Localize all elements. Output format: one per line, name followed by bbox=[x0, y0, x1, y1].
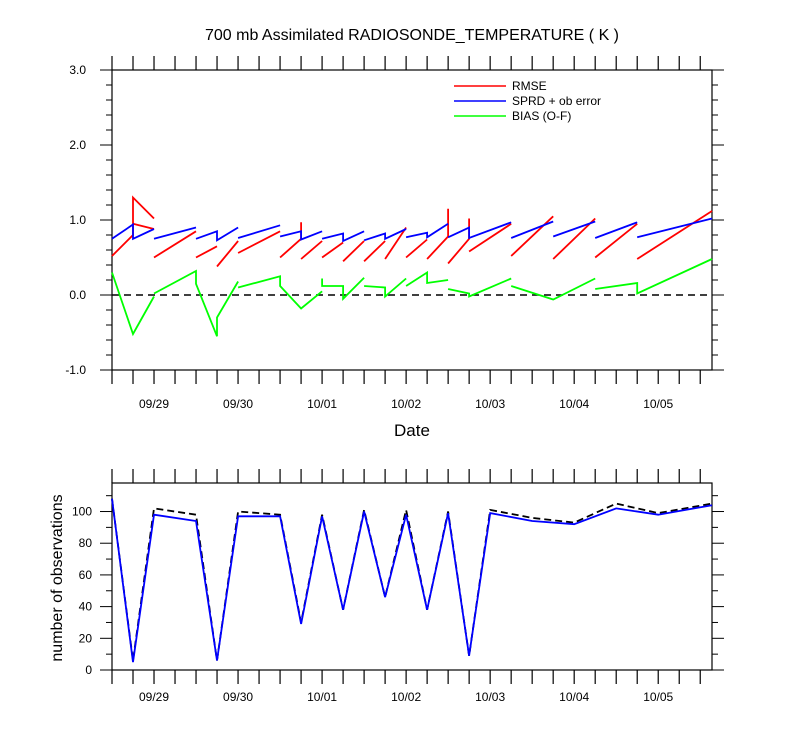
series-line bbox=[384, 227, 407, 260]
y-tick-label: 3.0 bbox=[69, 63, 86, 77]
x-tick-label: 10/05 bbox=[643, 397, 673, 411]
series-line bbox=[447, 221, 512, 240]
series-possible-observations bbox=[111, 498, 713, 661]
series-line bbox=[195, 245, 218, 259]
y-tick-label: 2.0 bbox=[69, 138, 86, 152]
series-bias-o-f- bbox=[111, 258, 713, 337]
y-tick-label: 20 bbox=[79, 631, 93, 645]
y-tick-label: 40 bbox=[79, 600, 93, 614]
series-line bbox=[279, 222, 303, 259]
series-line bbox=[594, 223, 638, 259]
series-line bbox=[363, 240, 386, 262]
series-line bbox=[132, 222, 155, 230]
y-tick-label: 0.0 bbox=[69, 288, 86, 302]
plot-frame bbox=[111, 69, 713, 371]
series-line bbox=[111, 498, 713, 661]
series-line bbox=[405, 238, 428, 259]
series-line bbox=[364, 277, 407, 299]
series-line bbox=[300, 240, 323, 260]
series-line bbox=[468, 223, 512, 253]
series-line bbox=[153, 230, 197, 259]
series-line bbox=[111, 195, 155, 257]
series-line bbox=[552, 220, 596, 238]
series-line bbox=[111, 272, 155, 337]
series-line bbox=[321, 230, 365, 243]
series-line bbox=[321, 241, 344, 259]
series-line bbox=[447, 277, 512, 298]
series-line bbox=[552, 217, 596, 260]
x-tick-label: 09/29 bbox=[139, 690, 169, 704]
x-tick-label: 10/02 bbox=[391, 690, 421, 704]
legend-entry: BIAS (O-F) bbox=[512, 109, 571, 123]
y-tick-label: 100 bbox=[72, 505, 92, 519]
series-line bbox=[405, 223, 449, 239]
series-line bbox=[426, 208, 450, 260]
series-sprd-ob-error bbox=[111, 217, 713, 243]
series-line bbox=[153, 269, 239, 337]
y-axis-label-observations: number of observations bbox=[49, 494, 66, 661]
series-line bbox=[321, 277, 365, 301]
series-line bbox=[111, 222, 155, 241]
x-tick-label: 10/01 bbox=[307, 397, 337, 411]
series-line bbox=[595, 258, 713, 295]
series-line bbox=[510, 215, 554, 257]
series-line bbox=[279, 230, 323, 241]
plot-frame bbox=[111, 482, 713, 671]
series-line bbox=[636, 217, 713, 239]
series-assimilated-observations bbox=[111, 498, 713, 663]
y-tick-label: -1.0 bbox=[65, 363, 86, 377]
series-line bbox=[342, 240, 365, 262]
top-panel: 09/29 09/30 10/01 10/02 10/03 10/04 10/05 -1.0 0… bbox=[65, 56, 724, 411]
series-line bbox=[510, 277, 596, 301]
x-tick-label: 09/30 bbox=[223, 690, 253, 704]
x-tick-label: 10/05 bbox=[643, 690, 673, 704]
series-rmse bbox=[111, 195, 713, 268]
y-tick-label: 0 bbox=[85, 663, 92, 677]
series-line bbox=[636, 210, 713, 260]
series-line bbox=[510, 220, 554, 239]
x-tick-label: 09/30 bbox=[223, 397, 253, 411]
x-tick-label: 10/03 bbox=[475, 690, 505, 704]
chart-title: 700 mb Assimilated RADIOSONDE_TEMPERATUR… bbox=[205, 27, 619, 44]
x-tick-label: 10/04 bbox=[559, 690, 589, 704]
x-tick-label: 10/02 bbox=[391, 397, 421, 411]
legend-entry: SPRD + ob error bbox=[512, 94, 601, 108]
series-line bbox=[195, 226, 239, 242]
series-line bbox=[594, 221, 638, 239]
series-line bbox=[237, 224, 281, 239]
x-tick-label: 10/03 bbox=[475, 397, 505, 411]
series-line bbox=[216, 240, 239, 268]
x-tick-label: 10/01 bbox=[307, 690, 337, 704]
series-line bbox=[237, 230, 281, 254]
series-line bbox=[237, 275, 323, 310]
x-axis-label: Date bbox=[394, 421, 430, 440]
series-line bbox=[447, 218, 471, 265]
series-line bbox=[405, 270, 449, 287]
series-line bbox=[153, 226, 197, 240]
legend-entry: RMSE bbox=[512, 79, 547, 93]
series-line bbox=[111, 498, 713, 663]
x-tick-label: 10/04 bbox=[559, 397, 589, 411]
series-line bbox=[363, 228, 407, 242]
y-tick-label: 60 bbox=[79, 568, 93, 582]
x-tick-label: 09/29 bbox=[139, 397, 169, 411]
y-tick-label: 80 bbox=[79, 536, 93, 550]
bottom-panel: 09/29 09/30 10/01 10/02 10/03 10/04 10/05 0 20 40… bbox=[72, 469, 724, 704]
y-tick-label: 1.0 bbox=[69, 213, 86, 227]
